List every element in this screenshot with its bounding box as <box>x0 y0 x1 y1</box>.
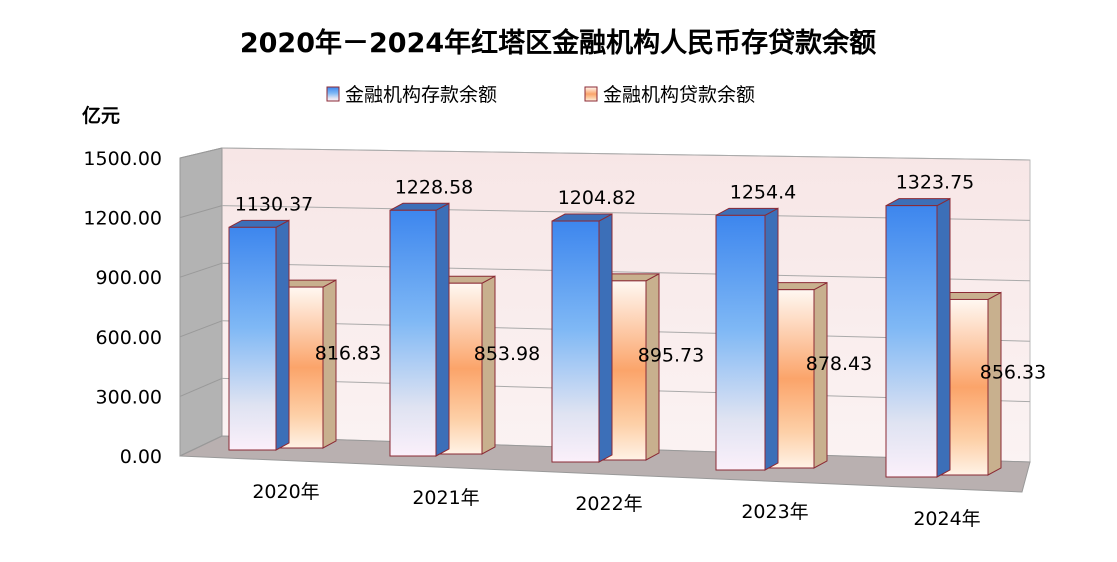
side-wall <box>179 147 223 457</box>
y-axis-label: 亿元 <box>82 104 120 127</box>
y-tick-label: 0.00 <box>120 446 162 468</box>
chart-title: 2020年－2024年红塔区金融机构人民币存贷款余额 <box>240 27 876 59</box>
side-gridline <box>179 435 223 457</box>
loan-bar-side <box>481 275 496 455</box>
deposit-bar <box>885 205 938 478</box>
deposit-bar-side <box>764 207 779 471</box>
x-tick-label: 2022年 <box>575 493 642 515</box>
loan-bar-label: 878.43 <box>806 353 872 375</box>
deposit-bar-side <box>435 202 450 457</box>
loan-bar-label: 895.73 <box>638 344 704 366</box>
deposit-bar-label: 1228.58 <box>395 176 474 198</box>
x-tick-label: 2023年 <box>741 501 808 523</box>
side-gridline <box>179 262 223 278</box>
loan-bar-label: 856.33 <box>980 361 1046 383</box>
y-tick-label: 1200.00 <box>83 208 162 230</box>
loan-bar-side <box>987 291 1002 476</box>
deposit-bar <box>715 214 766 471</box>
y-tick-label: 600.00 <box>96 327 162 349</box>
side-gridline <box>179 205 223 219</box>
y-tick-label: 900.00 <box>96 267 162 289</box>
legend-label-loan: 金融机构贷款余额 <box>603 84 755 106</box>
deposit-bar <box>228 226 277 451</box>
deposit-bar-label: 1323.75 <box>896 172 975 194</box>
loan-bar-label: 816.83 <box>315 342 381 364</box>
side-gridline <box>179 377 223 397</box>
x-tick-label: 2021年 <box>412 487 479 509</box>
x-tick-label: 2024年 <box>913 508 980 530</box>
loan-bar-side <box>645 273 660 461</box>
side-gridline <box>179 320 223 338</box>
deposit-bar-label: 1204.82 <box>558 187 637 209</box>
x-tick-label: 2020年 <box>252 481 319 503</box>
deposit-bar-side <box>598 213 613 463</box>
y-tick-label: 1500.00 <box>83 148 162 170</box>
legend-label-deposit: 金融机构存款余额 <box>345 84 497 106</box>
gridline <box>221 147 1031 161</box>
loan-bar-label: 853.98 <box>474 343 540 365</box>
side-gridline <box>179 147 223 159</box>
loan-bar-side <box>813 281 828 469</box>
legend: 金融机构存款余额 金融机构贷款余额 <box>326 84 755 106</box>
deposit-bar-label: 1254.4 <box>730 181 796 203</box>
legend-swatch-deposit <box>326 86 340 102</box>
legend-swatch-loan <box>584 86 598 102</box>
deposit-bar-side <box>275 219 290 451</box>
deposit-bar <box>389 209 437 457</box>
deposit-bar-side <box>936 197 951 478</box>
y-tick-label: 300.00 <box>96 386 162 408</box>
deposit-bar <box>551 220 600 463</box>
deposit-bar-label: 1130.37 <box>235 193 314 215</box>
